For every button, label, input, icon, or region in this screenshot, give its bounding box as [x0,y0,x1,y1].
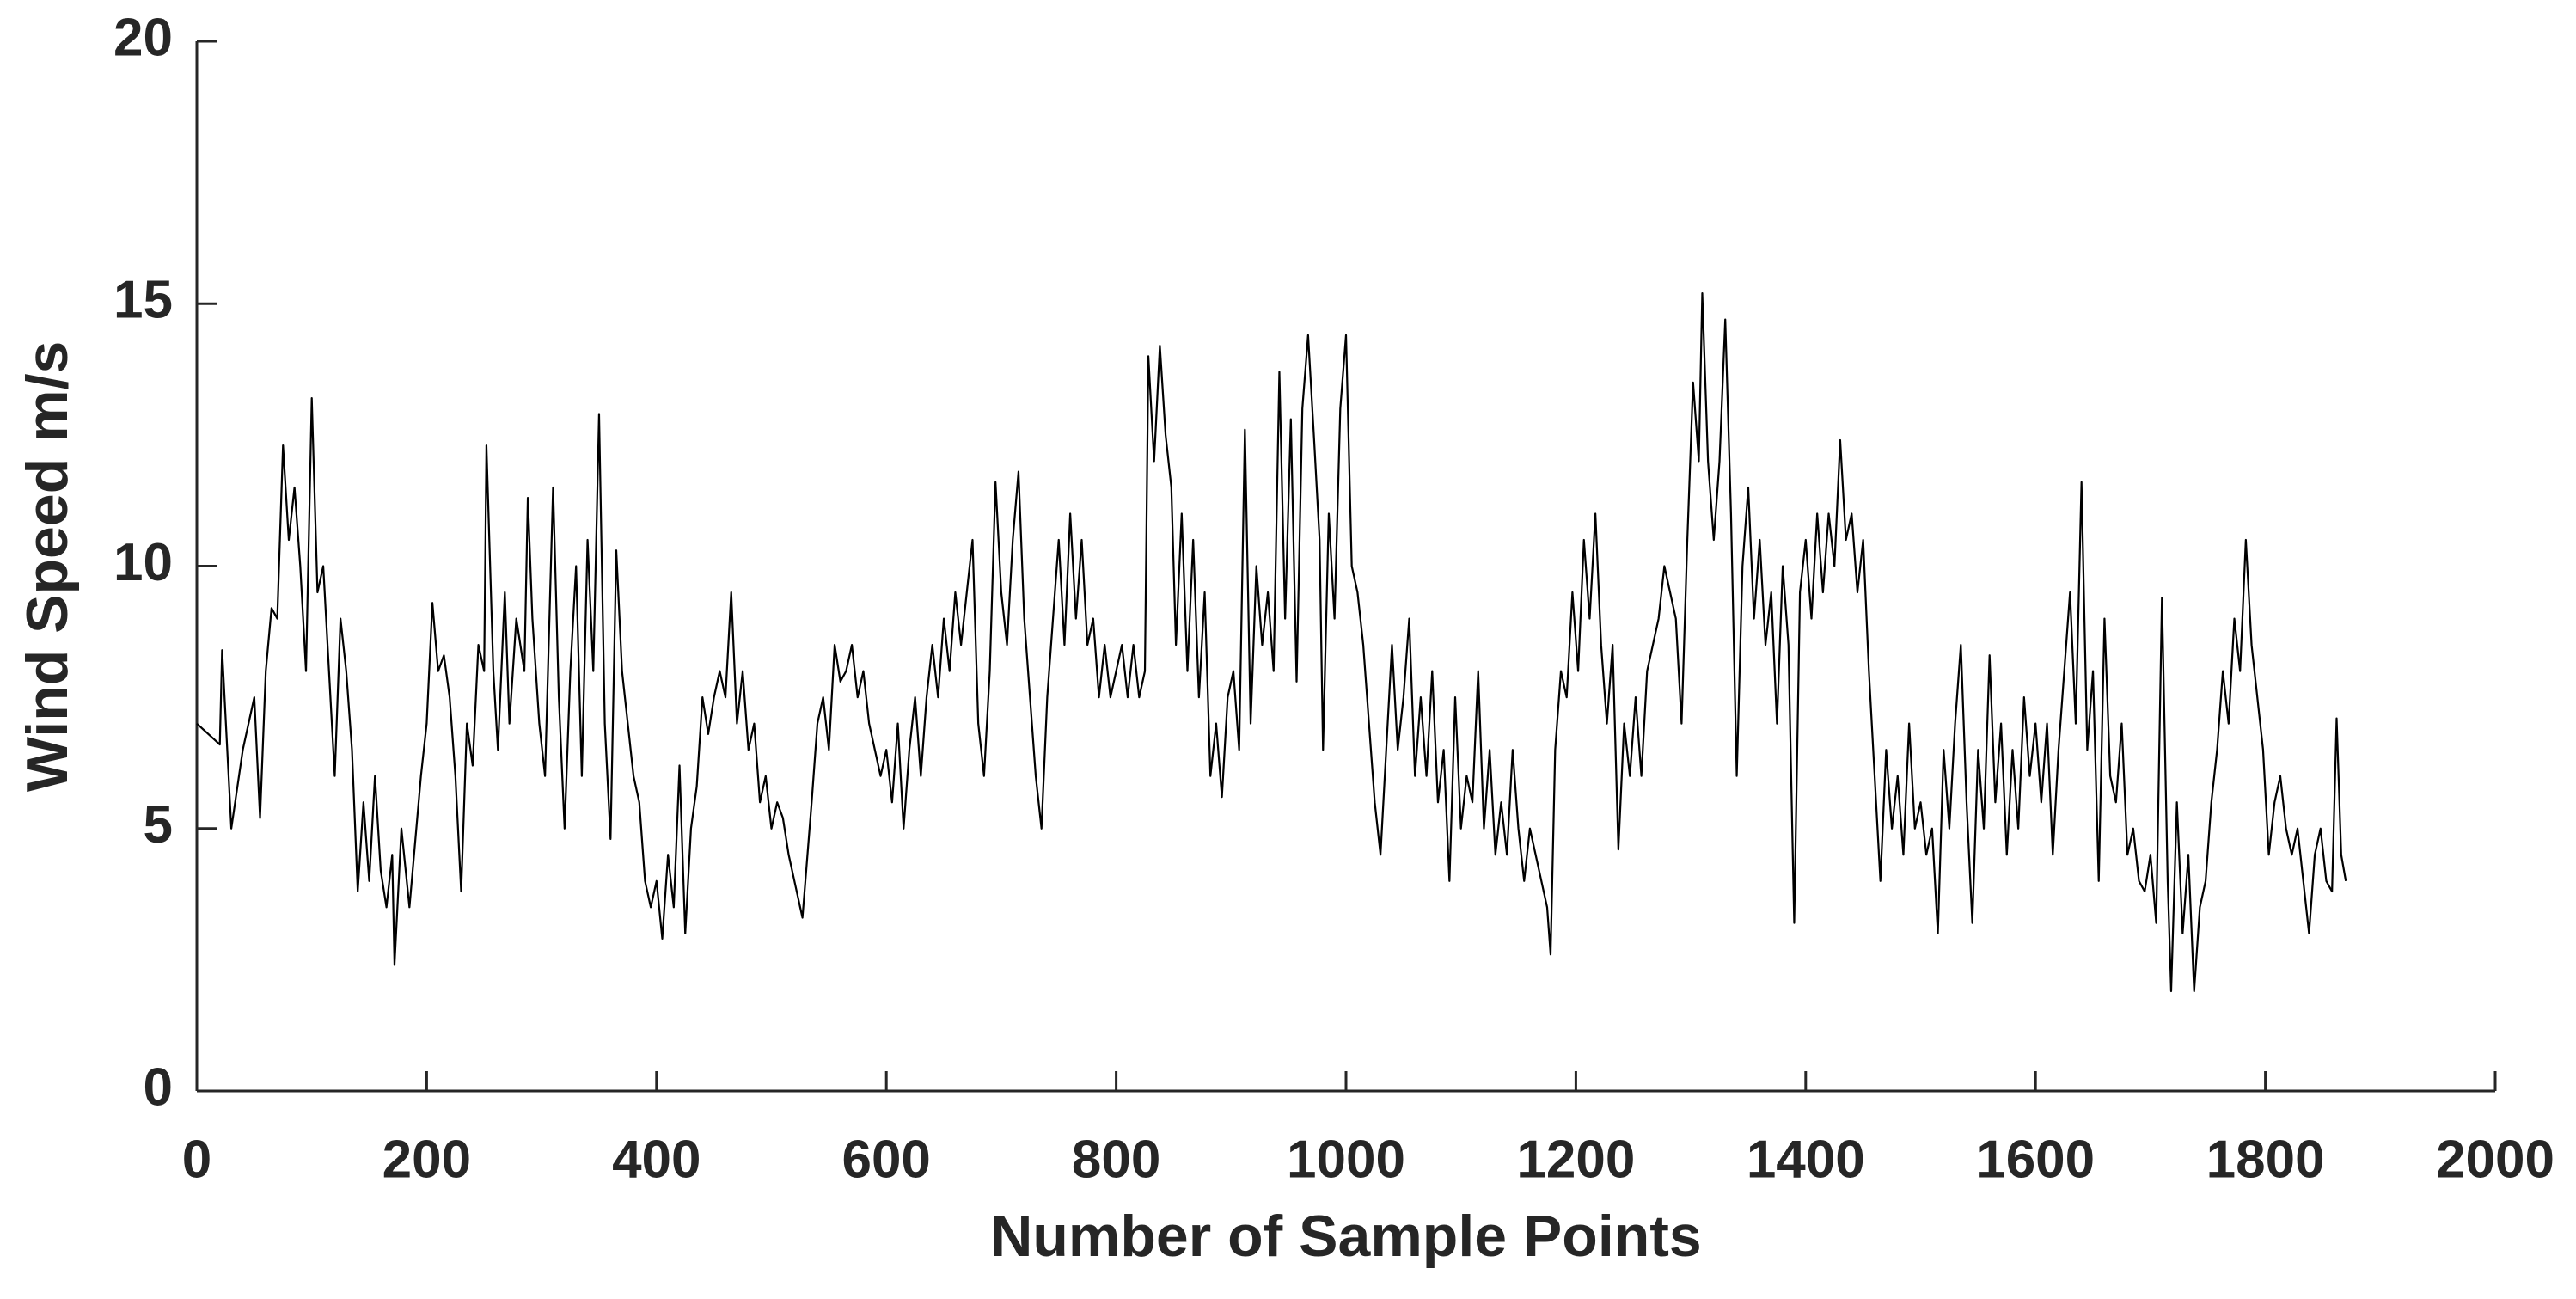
x-tick-label: 0 [182,1130,211,1189]
x-tick-label: 600 [841,1130,930,1189]
x-tick-label: 200 [382,1130,471,1189]
x-tick-label: 1000 [1287,1130,1405,1189]
data-line [196,291,2347,993]
y-tick-label: 0 [144,1057,173,1117]
x-tick-label: 1200 [1516,1130,1635,1189]
x-tick-label: 1600 [1976,1130,2095,1189]
x-tick-label: 2000 [2436,1130,2555,1189]
x-tick-label: 1800 [2206,1130,2325,1189]
x-axis-title: Number of Sample Points [990,1204,1701,1269]
x-tick-label: 400 [612,1130,701,1189]
x-tick-label: 1400 [1747,1130,1865,1189]
y-tick-label: 5 [144,795,173,855]
y-tick-label: 10 [113,533,173,592]
y-tick-label: 20 [113,8,173,67]
y-tick-label: 15 [113,271,173,330]
x-tick-label: 800 [1072,1130,1160,1189]
y-axis-title: Wind Speed m/s [15,341,80,793]
